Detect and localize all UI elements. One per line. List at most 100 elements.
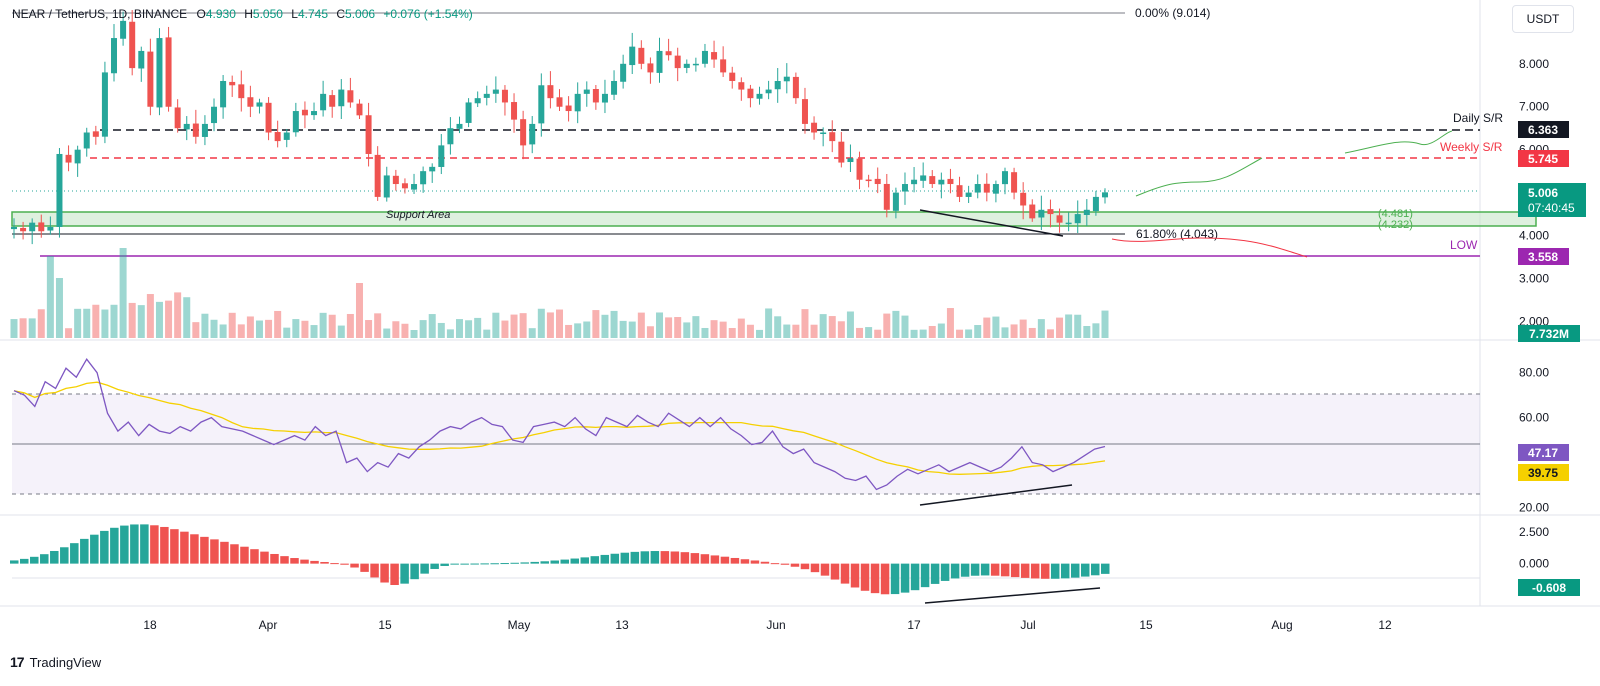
candle	[429, 163, 436, 183]
time-tick-label: 15	[1139, 618, 1153, 632]
macd-bar	[70, 543, 79, 564]
volume-bar	[519, 313, 527, 338]
macd-bar	[10, 560, 19, 564]
macd-bar	[340, 563, 349, 565]
time-tick-label: 15	[378, 618, 392, 632]
volume-bar	[1046, 329, 1054, 338]
candle	[211, 98, 218, 132]
volume-bar	[365, 320, 373, 338]
volume-bar	[92, 304, 100, 338]
time-tick-label: 12	[1378, 618, 1392, 632]
support-top-label: (4.481)	[1378, 208, 1413, 220]
candle	[538, 73, 545, 137]
candle	[356, 99, 363, 119]
volume-bar	[210, 319, 218, 338]
footer: 17 TradingView	[10, 652, 101, 672]
volume-bar	[110, 304, 118, 338]
volume-bar	[992, 316, 1000, 338]
volume-bar	[1019, 319, 1027, 338]
volume-bar	[774, 316, 782, 338]
candle	[1083, 199, 1090, 227]
fib-618-label: 61.80% (4.043)	[1136, 227, 1218, 241]
volume-bar	[428, 314, 436, 338]
volume-bar	[946, 308, 954, 338]
candle	[792, 72, 799, 104]
volume-bar	[319, 312, 327, 338]
macd-bar	[240, 546, 249, 564]
macd-bar	[280, 556, 289, 564]
candle	[274, 120, 281, 148]
candle	[192, 109, 199, 144]
macd-bar	[100, 530, 109, 564]
price-tick-label: 8.000	[1519, 57, 1549, 71]
volume-bar	[274, 310, 282, 338]
macd-bar	[640, 551, 650, 564]
candle	[820, 127, 827, 147]
candle	[174, 99, 181, 133]
candle	[738, 77, 745, 101]
candle	[456, 116, 463, 134]
macd-bar	[30, 556, 39, 564]
volume-bar	[801, 309, 809, 338]
macd-bar	[50, 550, 59, 564]
time-tick-label: Jul	[1020, 618, 1035, 632]
candle	[411, 173, 418, 194]
volume-bar	[219, 324, 227, 338]
daily-sr-label: Daily S/R	[1453, 111, 1503, 125]
support-bottom-label: (4.232)	[1378, 219, 1413, 231]
candle	[438, 134, 445, 175]
volume-bar	[65, 328, 73, 338]
svg-text:6.363: 6.363	[1528, 123, 1558, 137]
candle	[838, 131, 845, 168]
svg-text:47.17: 47.17	[1528, 446, 1558, 460]
rsi-line	[13, 358, 1106, 491]
candle	[347, 77, 354, 108]
volume-bar	[956, 329, 964, 338]
currency-button[interactable]: USDT	[1512, 5, 1574, 33]
volume-bar	[528, 328, 536, 338]
rsi-tick-label: 80.00	[1519, 366, 1549, 380]
volume-bar	[701, 327, 709, 338]
close-label: C	[336, 7, 345, 21]
macd-bar	[120, 525, 129, 564]
macd-bar	[40, 554, 49, 564]
macd-bar	[180, 531, 189, 564]
candle	[729, 66, 736, 89]
macd-bar	[540, 561, 549, 564]
macd-bar	[960, 563, 970, 577]
volume-bar	[937, 323, 945, 338]
volume-bar	[874, 329, 882, 338]
volume-bar	[683, 322, 691, 338]
candle	[801, 87, 808, 134]
candle	[529, 116, 536, 154]
volume-bar	[183, 297, 191, 338]
volume-bar	[128, 302, 136, 338]
candle	[920, 162, 927, 188]
macd-bar	[790, 563, 800, 567]
macd-bar	[900, 563, 910, 593]
volume-bar	[910, 329, 918, 338]
macd-bar	[230, 544, 239, 564]
candle	[265, 97, 272, 141]
macd-bar	[890, 563, 900, 595]
rsi-divergence-line	[919, 484, 1073, 506]
candle	[101, 61, 108, 144]
volume-bar	[610, 310, 618, 338]
candle	[874, 167, 881, 194]
macd-bar	[930, 563, 940, 584]
price-tick-label: 3.000	[1519, 271, 1549, 285]
candle	[392, 169, 399, 191]
volume-bar	[637, 312, 645, 338]
macd-bar	[1010, 563, 1020, 578]
candle	[647, 57, 654, 84]
candle	[165, 26, 172, 112]
volume-bar	[246, 316, 254, 338]
candle	[1074, 200, 1081, 234]
candle	[847, 144, 854, 172]
volume-bar	[856, 327, 864, 338]
volume-bar	[37, 309, 45, 338]
volume-bar	[28, 318, 36, 338]
candle	[683, 59, 690, 74]
macd-bar	[520, 562, 529, 564]
rsi-tick-label: 60.00	[1519, 411, 1549, 425]
